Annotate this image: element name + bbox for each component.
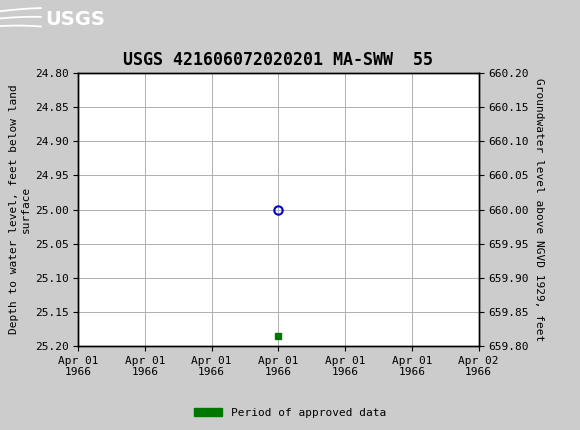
Title: USGS 421606072020201 MA-SWW  55: USGS 421606072020201 MA-SWW 55	[124, 51, 433, 69]
Legend: Period of approved data: Period of approved data	[190, 403, 390, 422]
Y-axis label: Groundwater level above NGVD 1929, feet: Groundwater level above NGVD 1929, feet	[534, 78, 544, 341]
Text: USGS: USGS	[45, 10, 105, 29]
Y-axis label: Depth to water level, feet below land
surface: Depth to water level, feet below land su…	[9, 85, 31, 335]
